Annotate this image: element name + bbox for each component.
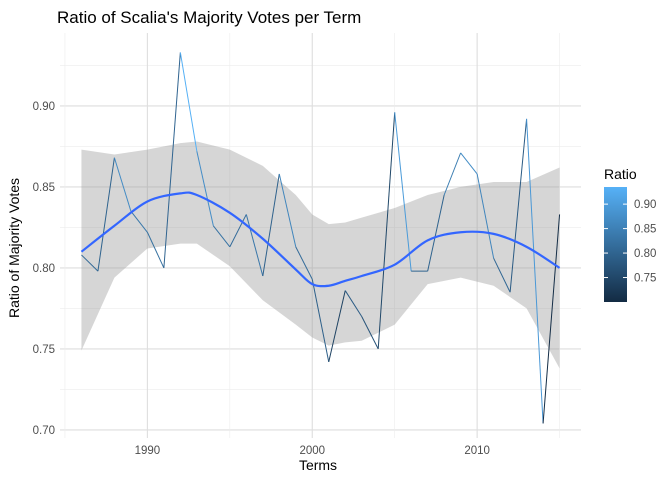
- ratio-line-segment: [377, 112, 396, 349]
- ratio-line-segment: [81, 254, 99, 272]
- smooth-layer: [80, 191, 561, 288]
- ratio-line-segment: [311, 279, 330, 362]
- chart-title: Ratio of Scalia's Majority Votes per Ter…: [57, 8, 362, 27]
- confidence-band: [81, 141, 560, 369]
- x-tick-label: 2010: [464, 445, 490, 457]
- legend: 0.75 0.80 0.85 0.90: [604, 187, 656, 302]
- ratio-line-segment: [328, 290, 346, 362]
- series-layer: [81, 52, 561, 424]
- legend-tick-label: 0.90: [634, 199, 656, 211]
- ratio-line-segment: [361, 316, 379, 350]
- ratio-line-segment: [344, 290, 363, 317]
- ratio-line-segment: [278, 173, 297, 247]
- ratio-line-segment: [163, 52, 181, 268]
- y-axis-title: Ratio of Majority Votes: [6, 178, 22, 318]
- ratio-line-segment: [130, 210, 148, 233]
- legend-title: Ratio: [604, 166, 637, 182]
- y-axis-ticks: 0.70 0.75 0.80 0.85 0.90: [33, 101, 55, 437]
- ratio-line-segment: [113, 157, 132, 212]
- ratio-line-segment: [229, 214, 247, 248]
- y-tick-label: 0.75: [33, 344, 55, 356]
- confidence-band-layer: [81, 141, 560, 369]
- ratio-line-segment: [262, 173, 280, 277]
- ratio-line-segment: [295, 246, 313, 280]
- ratio-line-segment: [179, 52, 198, 152]
- x-tick-label: 2000: [299, 445, 325, 457]
- ratio-line-segment: [493, 257, 511, 293]
- ratio-line-segment: [542, 214, 561, 424]
- ratio-line-segment: [509, 118, 528, 293]
- ratio-line-segment: [394, 112, 412, 272]
- legend-tick-label: 0.75: [634, 273, 656, 285]
- ratio-line-segment: [212, 225, 231, 248]
- y-tick-label: 0.90: [33, 101, 55, 113]
- y-tick-label: 0.85: [33, 182, 55, 194]
- ratio-line-segment: [196, 151, 214, 226]
- legend-tick-label: 0.85: [634, 224, 656, 236]
- legend-tick-label: 0.80: [634, 248, 656, 260]
- x-axis-ticks: 1990 2000 2010: [135, 445, 490, 457]
- x-axis-title: Terms: [299, 457, 337, 473]
- ratio-line-segment: [443, 152, 462, 196]
- ratio-line-segment: [460, 152, 478, 175]
- ratio-line-segment: [427, 194, 445, 272]
- ratio-line-segment: [476, 173, 495, 259]
- legend-colorbar: [604, 187, 627, 302]
- y-tick-label: 0.70: [33, 425, 55, 437]
- ratio-line-segment: [97, 157, 115, 272]
- smooth-trend-line: [80, 191, 561, 288]
- ratio-line-segment: [146, 232, 165, 269]
- ratio-line-segment: [245, 214, 264, 277]
- grid: [60, 33, 581, 438]
- ratio-line-segment: [526, 118, 544, 424]
- y-tick-label: 0.80: [33, 263, 55, 275]
- x-tick-label: 1990: [135, 445, 161, 457]
